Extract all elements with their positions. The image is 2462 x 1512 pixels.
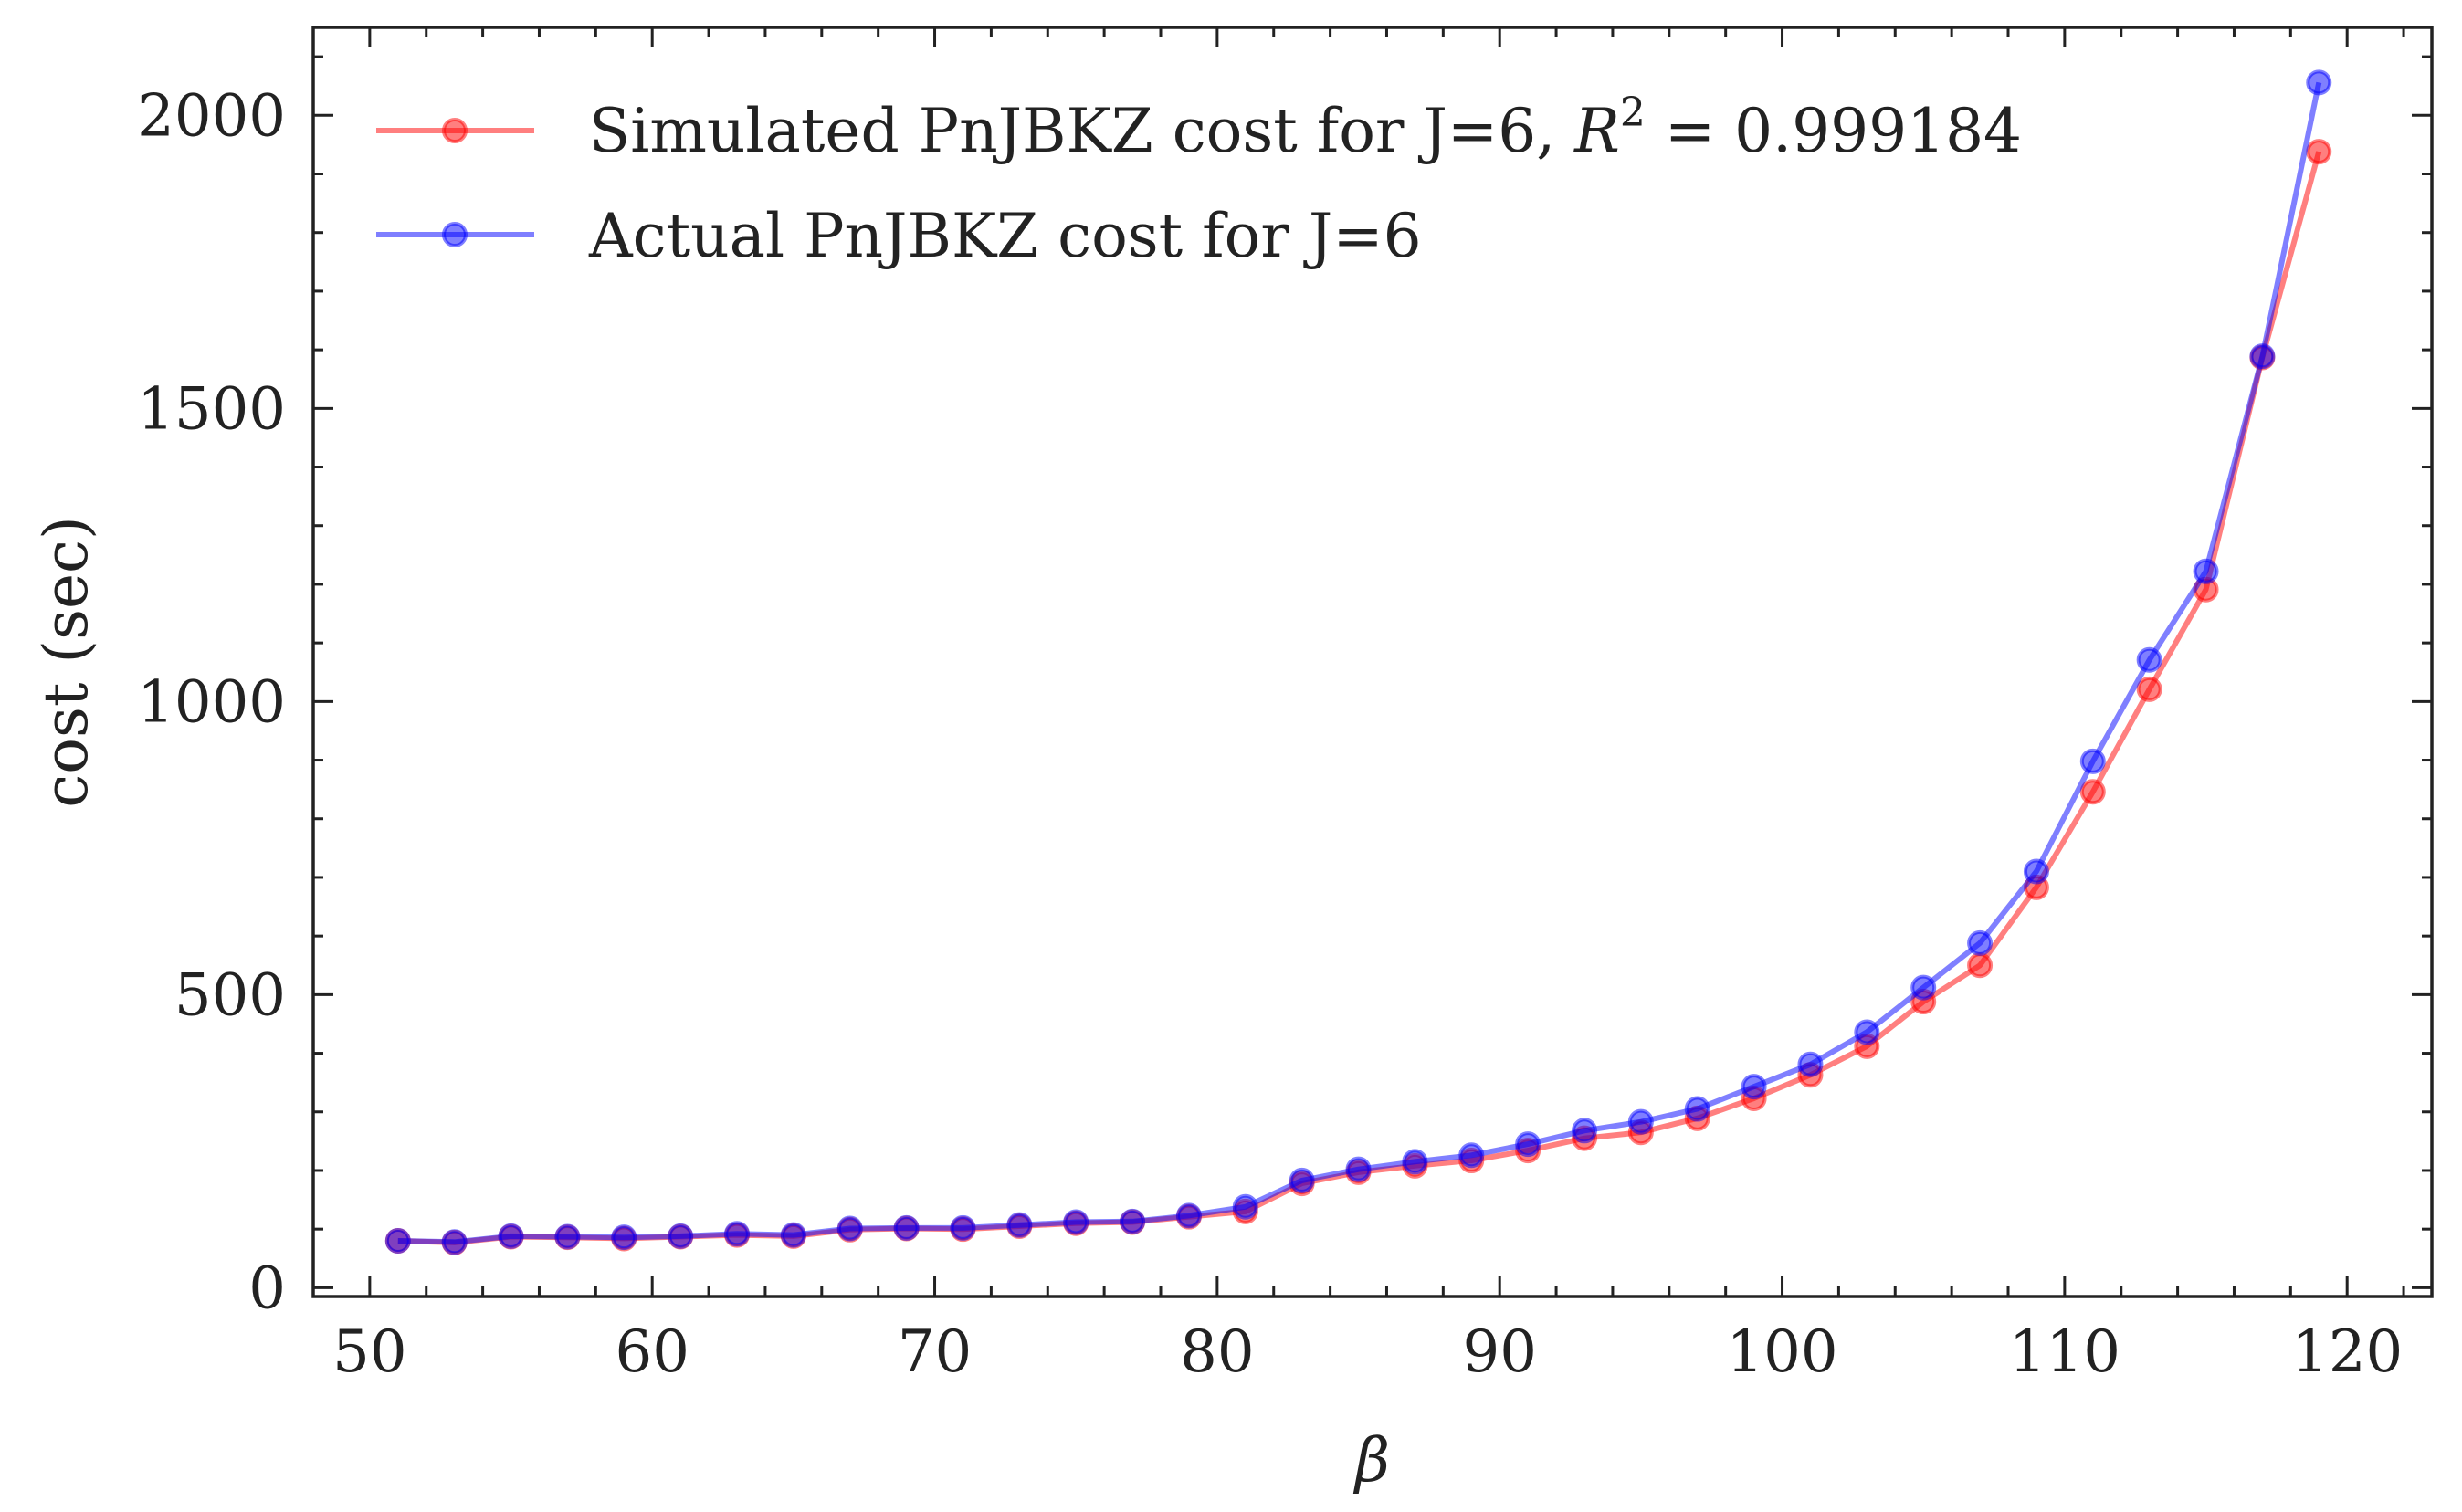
data-point-simulated: [2306, 139, 2332, 165]
data-point-actual: [611, 1224, 637, 1251]
data-point-actual: [1684, 1096, 1710, 1122]
data-point-actual: [668, 1223, 694, 1249]
data-point-actual: [2023, 858, 2049, 885]
data-point-actual: [1515, 1131, 1541, 1158]
data-point-actual: [1289, 1167, 1315, 1193]
data-point-actual: [1175, 1202, 1202, 1229]
data-point-actual: [2249, 343, 2276, 370]
x-tick-label: 100: [1726, 1318, 1837, 1386]
legend-label-simulated-superscript: 2: [1620, 89, 1646, 136]
data-point-actual: [1345, 1156, 1372, 1182]
data-point-actual: [384, 1228, 411, 1255]
data-point-actual: [893, 1214, 920, 1241]
data-point-actual: [1741, 1074, 1767, 1100]
data-point-actual: [2193, 558, 2219, 584]
x-tick-label: 120: [2291, 1318, 2403, 1386]
x-tick-label: 50: [332, 1318, 406, 1386]
data-point-actual: [2306, 69, 2332, 96]
data-point-actual: [2136, 646, 2162, 673]
legend-label-simulated: Simulated PnJBKZ cost for J=6, R2 = 0.99…: [589, 89, 2022, 166]
legend-label-simulated-math: R: [1573, 96, 1620, 166]
data-point-actual: [1120, 1208, 1146, 1234]
data-point-actual: [1402, 1149, 1428, 1175]
data-point-actual: [724, 1221, 750, 1247]
major-ticks: [313, 27, 2432, 1297]
series-actual: [384, 69, 2332, 1255]
y-tick-label: 1500: [137, 375, 286, 443]
data-point-actual: [441, 1229, 468, 1255]
legend-label-simulated-text: Simulated PnJBKZ cost for J=6,: [589, 96, 1574, 166]
data-point-actual: [1910, 974, 1937, 1001]
data-point-actual: [1797, 1051, 1824, 1077]
plot-area: [311, 26, 2434, 1298]
data-point-actual: [780, 1222, 806, 1248]
y-axis-label: cost (sec): [31, 516, 101, 807]
y-tick-labels: 0 500 1000 1500 2000: [137, 82, 286, 1322]
x-tick-label: 70: [898, 1318, 972, 1386]
legend-label-simulated-value: = 0.999184: [1646, 96, 2022, 166]
legend-swatch-simulated-marker: [442, 118, 468, 143]
data-point-actual: [1232, 1193, 1258, 1220]
x-tick-label: 110: [2009, 1318, 2120, 1386]
x-tick-label: 80: [1180, 1318, 1254, 1386]
series-layer: [384, 69, 2332, 1255]
x-tick-label: 60: [615, 1318, 689, 1386]
y-tick-label: 1000: [137, 668, 286, 736]
data-point-actual: [2079, 748, 2106, 774]
data-point-simulated: [1967, 952, 1994, 979]
data-point-actual: [1854, 1019, 1880, 1045]
legend-entry-simulated: Simulated PnJBKZ cost for J=6, R2 = 0.99…: [376, 89, 2022, 166]
data-point-actual: [1627, 1108, 1654, 1135]
y-tick-label: 500: [174, 961, 286, 1029]
data-point-actual: [1006, 1212, 1033, 1238]
legend: Simulated PnJBKZ cost for J=6, R2 = 0.99…: [376, 89, 2022, 271]
data-point-simulated: [2136, 676, 2162, 702]
data-point-actual: [498, 1223, 524, 1249]
y-tick-label: 2000: [137, 82, 286, 150]
data-point-actual: [554, 1223, 581, 1250]
data-point-actual: [1967, 929, 1994, 956]
x-tick-label: 90: [1462, 1318, 1536, 1386]
legend-label-actual: Actual PnJBKZ cost for J=6: [588, 201, 1422, 271]
y-tick-label: 0: [248, 1255, 286, 1322]
data-point-actual: [1063, 1209, 1089, 1235]
legend-entry-actual: Actual PnJBKZ cost for J=6: [376, 201, 1422, 271]
x-axis-label: β: [1352, 1425, 1390, 1496]
data-point-simulated: [2079, 779, 2106, 805]
data-point-actual: [1458, 1142, 1485, 1169]
x-tick-labels: 50 60 70 80 90 100 110 120: [332, 1318, 2403, 1386]
data-point-actual: [836, 1215, 863, 1242]
legend-swatch-actual-marker: [442, 222, 468, 247]
data-point-actual: [950, 1214, 976, 1241]
data-point-actual: [1572, 1118, 1597, 1144]
